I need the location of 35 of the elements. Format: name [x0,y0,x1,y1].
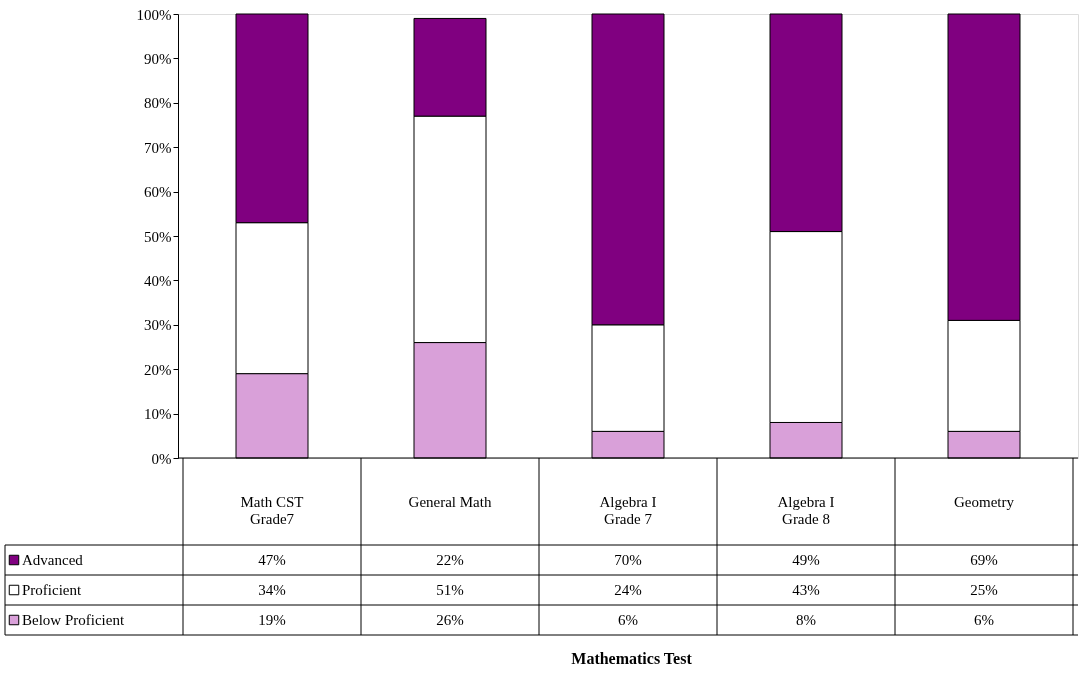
text: Mathematics Test [571,650,693,667]
data-label: 49% [792,552,820,568]
data-label: 8% [796,612,816,628]
data-label: 47% [258,552,286,568]
y-tick-label: 60% [144,184,172,201]
data-label: 25% [970,582,998,598]
y-tick-label: 20% [144,361,172,378]
x-tick-label: Math CST Grade7 [240,493,304,527]
x-tick-label: Geometry [954,493,1015,510]
x-tick-label: Algebra I Grade 8 [777,493,835,527]
y-tick-label: 70% [144,139,172,156]
y-tick-label: 50% [144,228,172,245]
y-tick-label: 100% [136,6,172,23]
data-label: 43% [792,582,820,598]
y-tick-label: 40% [144,272,172,289]
data-label: 34% [258,582,286,598]
data-label: 22% [436,552,464,568]
data-label: 24% [614,582,642,598]
data-label: 6% [618,612,638,628]
y-tick-label: 10% [144,406,172,423]
data-label: 19% [258,612,286,628]
y-tick-label: 0% [151,450,172,467]
legend-label: Below Proficient [22,612,125,628]
data-label: 51% [436,582,464,598]
x-tick-label: Algebra I Grade 7 [599,493,657,527]
legend-label: Proficient [22,582,82,598]
data-label: 70% [614,552,642,568]
y-tick-label: 90% [144,50,172,67]
y-tick-label: 30% [144,317,172,334]
y-tick-label: 80% [144,95,172,112]
legend-label: Advanced [22,552,84,568]
x-tick-label: General Math [408,493,492,510]
data-label: 69% [970,552,998,568]
data-label: 6% [974,612,994,628]
data-label: 26% [436,612,464,628]
